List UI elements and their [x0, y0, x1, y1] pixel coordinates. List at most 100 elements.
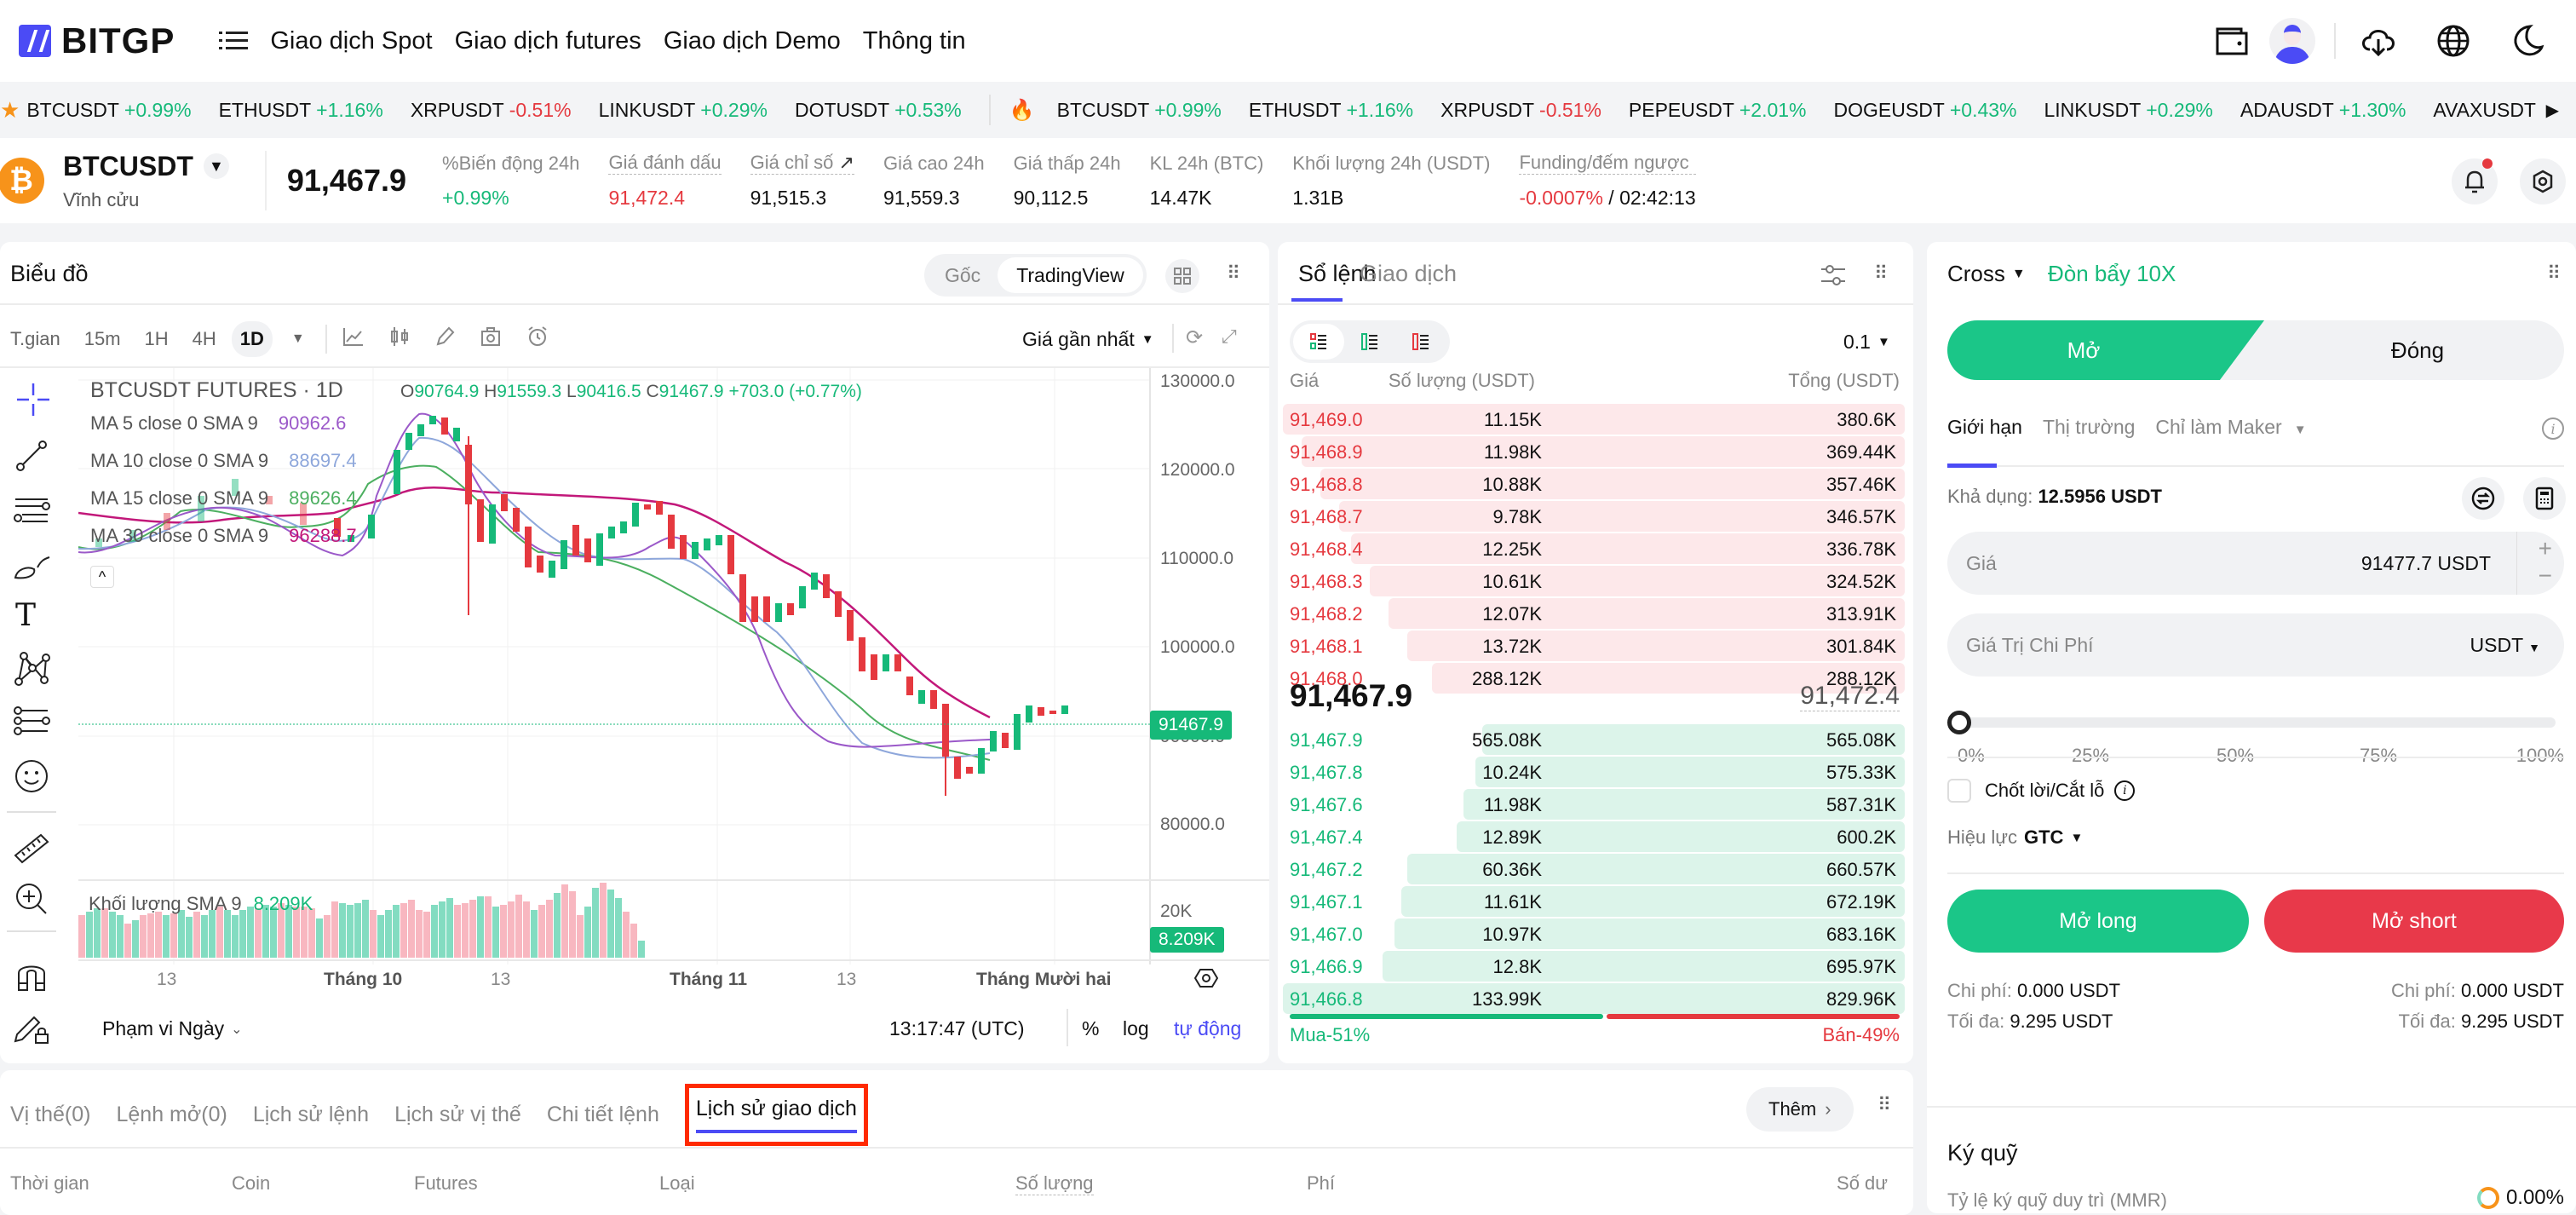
avatar[interactable] [2269, 18, 2315, 64]
open-short-button[interactable]: Mở short [2264, 890, 2564, 953]
ask-row[interactable]: 91,468.8 10.88K 357.46K [1283, 469, 1905, 499]
bid-row[interactable]: 91,467.6 11.98K 587.31K [1283, 789, 1905, 820]
close-tab[interactable]: Đóng [2390, 337, 2445, 363]
notification-bell-icon[interactable] [2452, 158, 2498, 204]
ask-row[interactable]: 91,469.0 11.15K 380.6K [1283, 404, 1905, 435]
utc-clock[interactable]: 13:17:47 (UTC) [889, 1017, 1025, 1039]
tab-tradingview[interactable]: TradingView [998, 257, 1143, 293]
ask-row[interactable]: 91,468.3 10.61K 324.52K [1283, 566, 1905, 596]
indicator-icon[interactable] [342, 326, 365, 352]
ask-row[interactable]: 91,468.2 12.07K 313.91K [1283, 598, 1905, 629]
ticker-item[interactable]: DOGEUSDT +0.43% [1833, 98, 2017, 121]
ma-legend-15[interactable]: MA 15 close 0 SMA 9 89626.4 [90, 487, 357, 509]
tab-limit[interactable]: Giới hạn [1947, 416, 2022, 438]
ma-legend-5[interactable]: MA 5 close 0 SMA 9 90962.6 [90, 412, 347, 434]
forecast-icon[interactable] [12, 704, 51, 744]
refresh-icon[interactable]: ⟳ [1186, 326, 1204, 349]
volume-chart[interactable]: Khối lượng SMA 9 8.209K [78, 881, 1150, 958]
log-scale-toggle[interactable]: log [1123, 1017, 1149, 1039]
price-input[interactable]: Giá 91477.7 USDT + − [1947, 532, 2564, 595]
globe-icon[interactable] [2435, 22, 2472, 60]
alarm-clock-icon[interactable] [526, 325, 549, 353]
magnet-icon[interactable] [15, 958, 48, 996]
stat-funding[interactable]: Funding/đếm ngược -0.0007% / 02:42:13 [1519, 152, 1696, 209]
zoom-in-icon[interactable] [14, 881, 49, 921]
download-icon[interactable] [2360, 22, 2397, 60]
symbol-selector[interactable]: BTCUSDT ▼ Vĩnh cửu [63, 151, 229, 211]
precision-selector[interactable]: 0.1 ▼ [1843, 331, 1890, 353]
lock-drawing-icon[interactable] [12, 1011, 51, 1049]
axis-settings-icon[interactable] [1193, 966, 1219, 994]
drag-handle-icon[interactable]: ⠿ [1874, 262, 1888, 284]
camera-icon[interactable] [480, 326, 501, 352]
tab-open-orders[interactable]: Lệnh mở(0) [116, 1102, 227, 1126]
view-bids-icon[interactable] [1344, 324, 1395, 360]
collapse-legend-button[interactable]: ^ [90, 566, 114, 588]
orderbook-settings-icon[interactable] [1820, 262, 1847, 292]
tab-positions[interactable]: Vị thế(0) [10, 1102, 91, 1126]
trendline-icon[interactable] [14, 438, 49, 478]
open-tab[interactable]: Mở [2067, 337, 2101, 363]
open-long-button[interactable]: Mở long [1947, 890, 2249, 953]
tab-position-history[interactable]: Lịch sử vị thế [394, 1102, 521, 1126]
tab-original[interactable]: Gốc [945, 263, 981, 286]
ask-row[interactable]: 91,468.4 12.25K 336.78K [1283, 533, 1905, 564]
date-range-selector[interactable]: Phạm vi Ngày ⌄ [102, 1017, 243, 1039]
chevron-down-icon[interactable]: ▼ [290, 331, 305, 346]
ask-row[interactable]: 91,468.7 9.78K 346.57K [1283, 501, 1905, 532]
drag-handle-icon[interactable]: ⠿ [1877, 1094, 1891, 1115]
ma-legend-30[interactable]: MA 30 close 0 SMA 9 96288.7 [90, 525, 357, 546]
info-icon[interactable]: i [2542, 417, 2564, 440]
view-both-icon[interactable] [1293, 324, 1344, 360]
ask-row[interactable]: 91,468.1 13.72K 301.84K [1283, 631, 1905, 661]
settings-gear-icon[interactable] [2520, 158, 2566, 204]
crosshair-icon[interactable] [15, 382, 51, 422]
ticker-item[interactable]: PEPEUSDT +2.01% [1628, 98, 1807, 121]
calculator-icon[interactable] [2523, 477, 2566, 520]
ticker-item[interactable]: ETHUSDT +1.16% [1248, 98, 1414, 121]
tpsl-checkbox[interactable] [1947, 779, 1971, 803]
star-icon[interactable]: ★ [0, 96, 20, 123]
ticker-item[interactable]: AVAXUSDT -4 [2433, 98, 2558, 121]
ticker-item[interactable]: LINKUSDT +0.29% [598, 98, 768, 121]
ma-legend-10[interactable]: MA 10 close 0 SMA 9 88697.4 [90, 450, 357, 471]
ticker-item[interactable]: ADAUSDT +1.30% [2240, 98, 2406, 121]
leverage-button[interactable]: Đòn bẩy 10X [2048, 261, 2176, 286]
auto-scale-toggle[interactable]: tự động [1174, 1017, 1242, 1039]
validity-selector[interactable]: Hiệu lực GTC ▼ [1947, 826, 2084, 848]
moon-icon[interactable] [2510, 22, 2547, 60]
ticker-item[interactable]: ETHUSDT +1.16% [218, 98, 383, 121]
fullscreen-icon[interactable]: ⤢ [1222, 325, 1237, 347]
ask-row[interactable]: 91,468.0 288.12K 288.12K [1283, 663, 1905, 694]
price-type-selector[interactable]: Giá gần nhất ▼ [1022, 327, 1154, 350]
stat-mark-price[interactable]: Giá đánh dấu 91,472.4 [608, 152, 722, 209]
slider-handle[interactable] [1947, 711, 1971, 734]
pattern-icon[interactable] [12, 651, 51, 691]
timeframe-1d[interactable]: 1D [231, 321, 273, 357]
chevron-down-icon[interactable]: ▼ [203, 153, 229, 179]
price-chart[interactable]: 130000.0 120000.0 110000.0 100000.0 9000… [78, 368, 1269, 965]
view-asks-icon[interactable] [1395, 324, 1446, 360]
ticker-item[interactable]: DOTUSDT +0.53% [794, 98, 962, 121]
percent-scale-toggle[interactable]: % [1082, 1017, 1100, 1039]
amount-slider[interactable]: 0% 25% 50% 75% 100% [1947, 702, 2564, 779]
tab-trade-history[interactable]: Lịch sử giao dịch [684, 1083, 868, 1146]
bid-row[interactable]: 91,467.2 60.36K 660.57K [1283, 854, 1905, 884]
decrement-icon[interactable]: − [2538, 562, 2552, 589]
tab-market[interactable]: Thị trường [2042, 416, 2136, 438]
increment-icon[interactable]: + [2538, 535, 2552, 561]
bid-row[interactable]: 91,467.1 11.61K 672.19K [1283, 886, 1905, 917]
menu-icon[interactable] [219, 30, 249, 52]
tab-trades[interactable]: Giao dịch [1360, 261, 1458, 286]
drag-handle-icon[interactable]: ⠿ [1227, 262, 1240, 284]
tab-orderbook[interactable]: Sổ lệnh [1298, 261, 1377, 286]
nav-demo[interactable]: Giao dịch Demo [663, 26, 841, 55]
mark-price[interactable]: 91,472.4 [1800, 682, 1900, 711]
more-button[interactable]: Thêm › [1746, 1087, 1854, 1132]
margin-mode-selector[interactable]: Cross ▼ [1947, 261, 2026, 286]
bid-row[interactable]: 91,467.9 565.08K 565.08K [1283, 724, 1905, 755]
scroll-right-icon[interactable]: ▶ [2540, 99, 2559, 121]
brush-icon[interactable] [12, 549, 51, 589]
drag-handle-icon[interactable]: ⠿ [2547, 262, 2561, 284]
bid-row[interactable]: 91,466.9 12.8K 695.97K [1283, 951, 1905, 982]
